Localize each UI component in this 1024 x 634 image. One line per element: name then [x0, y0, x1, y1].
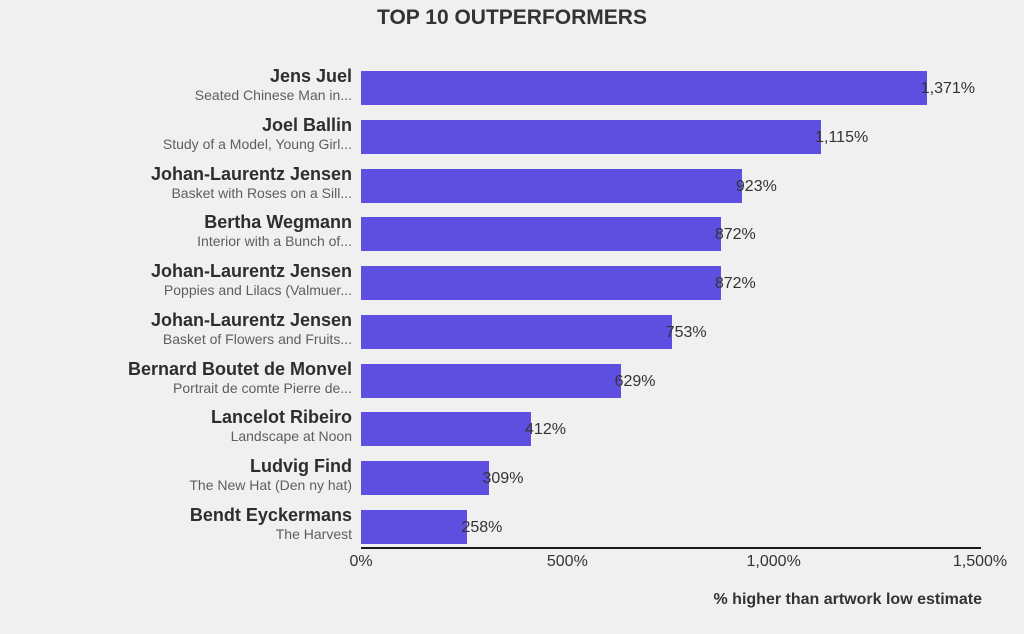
x-tick-label: 1,000%	[746, 553, 801, 570]
bar	[361, 412, 532, 447]
row-label: Jens Juel Seated Chinese Man in...	[195, 66, 352, 104]
artwork-title: Interior with a Bunch of...	[197, 233, 352, 250]
data-label: 923%	[735, 177, 777, 195]
data-label: 753%	[665, 323, 707, 341]
bar	[361, 363, 621, 398]
artwork-title: The New Hat (Den ny hat)	[189, 477, 352, 493]
artist-name: Johan-Laurentz Jensen	[150, 309, 352, 330]
bar	[361, 168, 742, 203]
bar	[361, 119, 822, 154]
x-axis-line	[361, 547, 981, 549]
bar	[361, 217, 721, 252]
data-label: 1,115%	[815, 128, 869, 146]
bar	[361, 461, 489, 495]
artwork-title: Study of a Model, Young Girl...	[162, 135, 352, 152]
artwork-title: Landscape at Noon	[230, 428, 352, 445]
x-tick-label: 1,500%	[952, 553, 1008, 570]
x-tick-label: 500%	[546, 553, 588, 570]
artist-name: Bendt Eyckermans	[189, 504, 352, 525]
data-label: 309%	[482, 470, 524, 487]
artwork-title: Portrait de comte Pierre de...	[173, 379, 352, 396]
data-label: 629%	[614, 372, 656, 390]
x-axis-label: % higher than artwork low estimate	[713, 591, 983, 608]
row-label: Lancelot Ribeiro Landscape at Noon	[211, 407, 352, 445]
artist-name: Bertha Wegmann	[204, 212, 352, 233]
artist-name: Ludvig Find	[250, 456, 352, 476]
artwork-title: Seated Chinese Man in...	[194, 87, 352, 103]
artwork-title: The Harvest	[275, 525, 352, 542]
artist-name: Joel Ballin	[261, 114, 352, 135]
artwork-title: Basket with Roses on a Sill...	[171, 184, 352, 201]
row-label: Ludvig Find The New Hat (Den ny hat)	[189, 456, 352, 494]
artist-name: Lancelot Ribeiro	[210, 407, 352, 428]
bar	[361, 314, 672, 349]
data-label: 412%	[525, 421, 566, 439]
artwork-title: Poppies and Lilacs (Valmuer...	[163, 282, 352, 298]
artist-name: Johan-Laurentz Jensen	[150, 261, 352, 281]
row-label: Johan-Laurentz Jensen Basket with Roses o…	[151, 164, 352, 202]
data-label: 872%	[714, 226, 756, 244]
row-label: Bernard Boutet de Monvel Portrait de comt…	[128, 359, 352, 397]
chart-title: TOP 10 OUTPERFORMERS	[377, 6, 647, 29]
bar	[361, 266, 721, 300]
row-label: Joel Ballin Study of a Model, Young Girl.…	[163, 115, 352, 153]
row-label: Bendt Eyckermans The Harvest	[190, 505, 352, 543]
data-label: 872%	[714, 275, 756, 292]
row-label: Johan-Laurentz Jensen Basket of Flowers a…	[151, 310, 352, 348]
artwork-title: Basket of Flowers and Fruits...	[162, 330, 352, 347]
row-label: Bertha Wegmann Interior with a Bunch of..…	[197, 212, 352, 250]
artist-name: Johan-Laurentz Jensen	[150, 163, 352, 184]
data-label: 1,371%	[920, 80, 976, 97]
artist-name: Jens Juel	[269, 66, 352, 86]
data-label: 258%	[461, 518, 503, 536]
bar	[361, 71, 927, 105]
row-label: Johan-Laurentz Jensen Poppies and Lilacs …	[151, 261, 352, 299]
artist-name: Bernard Boutet de Monvel	[127, 358, 352, 379]
x-tick-label: 0%	[349, 553, 373, 570]
bar	[361, 509, 468, 544]
